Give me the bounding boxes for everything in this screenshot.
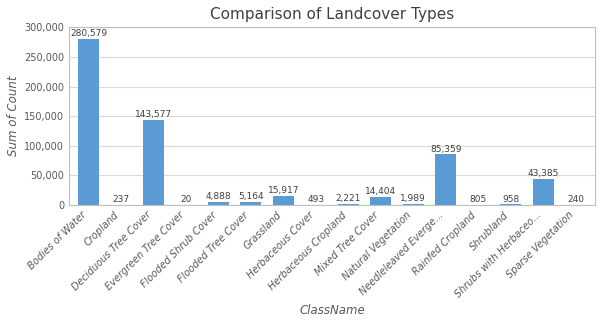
Text: 2,221: 2,221 <box>336 194 361 203</box>
X-axis label: ClassName: ClassName <box>299 304 365 317</box>
Text: 43,385: 43,385 <box>527 169 559 179</box>
Text: 14,404: 14,404 <box>365 187 396 196</box>
Bar <box>500 204 521 205</box>
Text: 4,888: 4,888 <box>206 192 231 201</box>
Bar <box>403 204 424 205</box>
Text: 958: 958 <box>502 195 520 203</box>
Text: 237: 237 <box>113 195 129 204</box>
Text: 20: 20 <box>180 195 191 204</box>
Y-axis label: Sum of Count: Sum of Count <box>7 76 20 156</box>
Bar <box>78 39 99 205</box>
Title: Comparison of Landcover Types: Comparison of Landcover Types <box>210 7 454 22</box>
Bar <box>435 155 456 205</box>
Text: 143,577: 143,577 <box>135 110 172 119</box>
Text: 280,579: 280,579 <box>70 29 107 38</box>
Bar <box>468 204 489 205</box>
Bar <box>533 179 554 205</box>
Text: 493: 493 <box>307 195 324 204</box>
Bar <box>338 204 359 205</box>
Bar <box>143 120 164 205</box>
Text: 240: 240 <box>567 195 584 204</box>
Text: 15,917: 15,917 <box>268 186 299 195</box>
Text: 1,989: 1,989 <box>400 194 426 203</box>
Bar <box>240 202 261 205</box>
Bar <box>208 202 229 205</box>
Text: 5,164: 5,164 <box>238 192 264 201</box>
Text: 85,359: 85,359 <box>430 145 462 154</box>
Bar <box>273 196 294 205</box>
Text: 805: 805 <box>470 195 487 204</box>
Bar <box>370 197 391 205</box>
